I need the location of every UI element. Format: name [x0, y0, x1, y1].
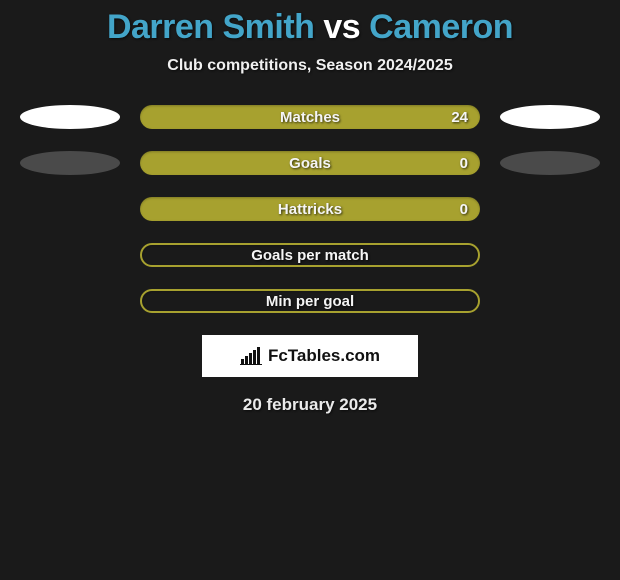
stat-bar: Hattricks 0 — [140, 197, 480, 221]
right-deco — [500, 243, 600, 267]
stat-label: Goals — [289, 155, 331, 172]
stat-row-matches: Matches 24 — [0, 105, 620, 129]
stat-label: Min per goal — [266, 293, 354, 310]
stat-row-hattricks: Hattricks 0 — [0, 197, 620, 221]
left-deco — [20, 105, 120, 129]
ellipse-icon — [500, 105, 600, 129]
stat-label: Hattricks — [278, 201, 342, 218]
brand-text: FcTables.com — [268, 346, 380, 366]
subtitle: Club competitions, Season 2024/2025 — [0, 57, 620, 75]
left-deco — [20, 243, 120, 267]
stat-value: 24 — [451, 109, 468, 126]
player2-name: Cameron — [369, 8, 513, 46]
ellipse-icon — [20, 105, 120, 129]
ellipse-icon — [500, 151, 600, 175]
stat-bar: Goals 0 — [140, 151, 480, 175]
stat-row-goals-per-match: Goals per match — [0, 243, 620, 267]
stat-row-min-per-goal: Min per goal — [0, 289, 620, 313]
bar-chart-icon — [240, 347, 262, 365]
left-deco — [20, 151, 120, 175]
stats-rows: Matches 24 Goals 0 Hattricks 0 Goal — [0, 105, 620, 313]
right-deco — [500, 197, 600, 221]
brand-box: FcTables.com — [202, 335, 418, 377]
stat-value: 0 — [460, 155, 468, 172]
title-vs: vs — [314, 8, 369, 46]
ellipse-icon — [20, 151, 120, 175]
player1-name: Darren Smith — [107, 8, 315, 46]
right-deco — [500, 151, 600, 175]
stat-value: 0 — [460, 201, 468, 218]
left-deco — [20, 197, 120, 221]
stat-bar: Goals per match — [140, 243, 480, 267]
right-deco — [500, 105, 600, 129]
stat-label: Goals per match — [251, 247, 369, 264]
left-deco — [20, 289, 120, 313]
page-title: Darren Smith vs Cameron — [0, 8, 620, 47]
stat-row-goals: Goals 0 — [0, 151, 620, 175]
date-line: 20 february 2025 — [0, 395, 620, 415]
stat-bar: Matches 24 — [140, 105, 480, 129]
stat-bar: Min per goal — [140, 289, 480, 313]
stat-label: Matches — [280, 109, 340, 126]
comparison-container: Darren Smith vs Cameron Club competition… — [0, 0, 620, 415]
right-deco — [500, 289, 600, 313]
